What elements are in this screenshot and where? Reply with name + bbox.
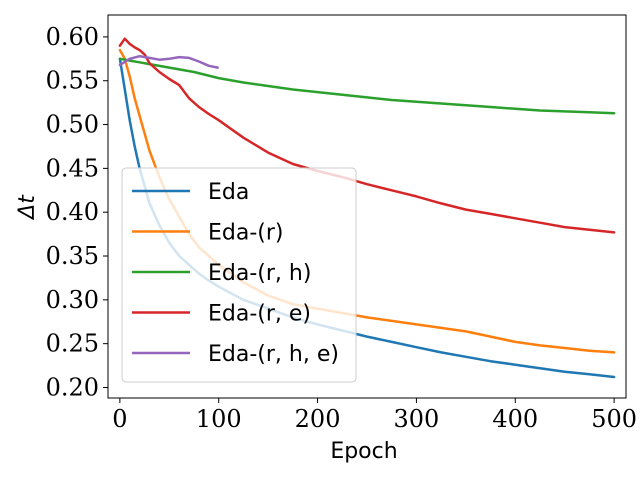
x-tick-label: 100 bbox=[196, 405, 242, 433]
legend-label: Eda-(r) bbox=[208, 221, 284, 246]
y-tick-label: 0.20 bbox=[46, 373, 99, 401]
legend-label: Eda-(r, e) bbox=[208, 302, 311, 327]
y-tick-label: 0.50 bbox=[46, 111, 99, 139]
series-line-3 bbox=[118, 57, 616, 115]
legend-label: Eda bbox=[208, 180, 249, 205]
y-tick-label: 0.35 bbox=[46, 242, 99, 270]
x-tick-label: 200 bbox=[295, 405, 341, 433]
y-tick-label: 0.55 bbox=[46, 67, 99, 95]
legend-box bbox=[121, 167, 357, 383]
series-line-5 bbox=[118, 54, 219, 69]
plot-frame bbox=[107, 14, 627, 399]
series-line-4 bbox=[118, 37, 616, 234]
y-tick-label: 0.30 bbox=[46, 286, 99, 314]
x-tick-label: 300 bbox=[394, 405, 440, 433]
y-axis-title: Δt bbox=[15, 194, 40, 221]
legend-label: Eda-(r, h) bbox=[208, 261, 311, 286]
axes-layer: 0 100 200 300 400 500 0.20 0.25 0.30 0.35 0.40 0.45… bbox=[46, 14, 637, 433]
x-tick-label: 0 bbox=[112, 405, 127, 433]
x-tick-label: 400 bbox=[492, 405, 538, 433]
y-tick-label: 0.45 bbox=[46, 154, 99, 182]
legend-label: Eda-(r, h, e) bbox=[208, 342, 339, 367]
y-tick-label: 0.40 bbox=[46, 198, 99, 226]
y-tick-label: 0.25 bbox=[46, 330, 99, 358]
legend: Eda Eda-(r) Eda-(r, h) Eda-(r, e) Eda-(r, h,… bbox=[121, 167, 357, 383]
x-tick-label: 500 bbox=[591, 405, 637, 433]
x-axis-title: Epoch bbox=[330, 439, 397, 464]
y-tick-label: 0.60 bbox=[46, 23, 99, 51]
